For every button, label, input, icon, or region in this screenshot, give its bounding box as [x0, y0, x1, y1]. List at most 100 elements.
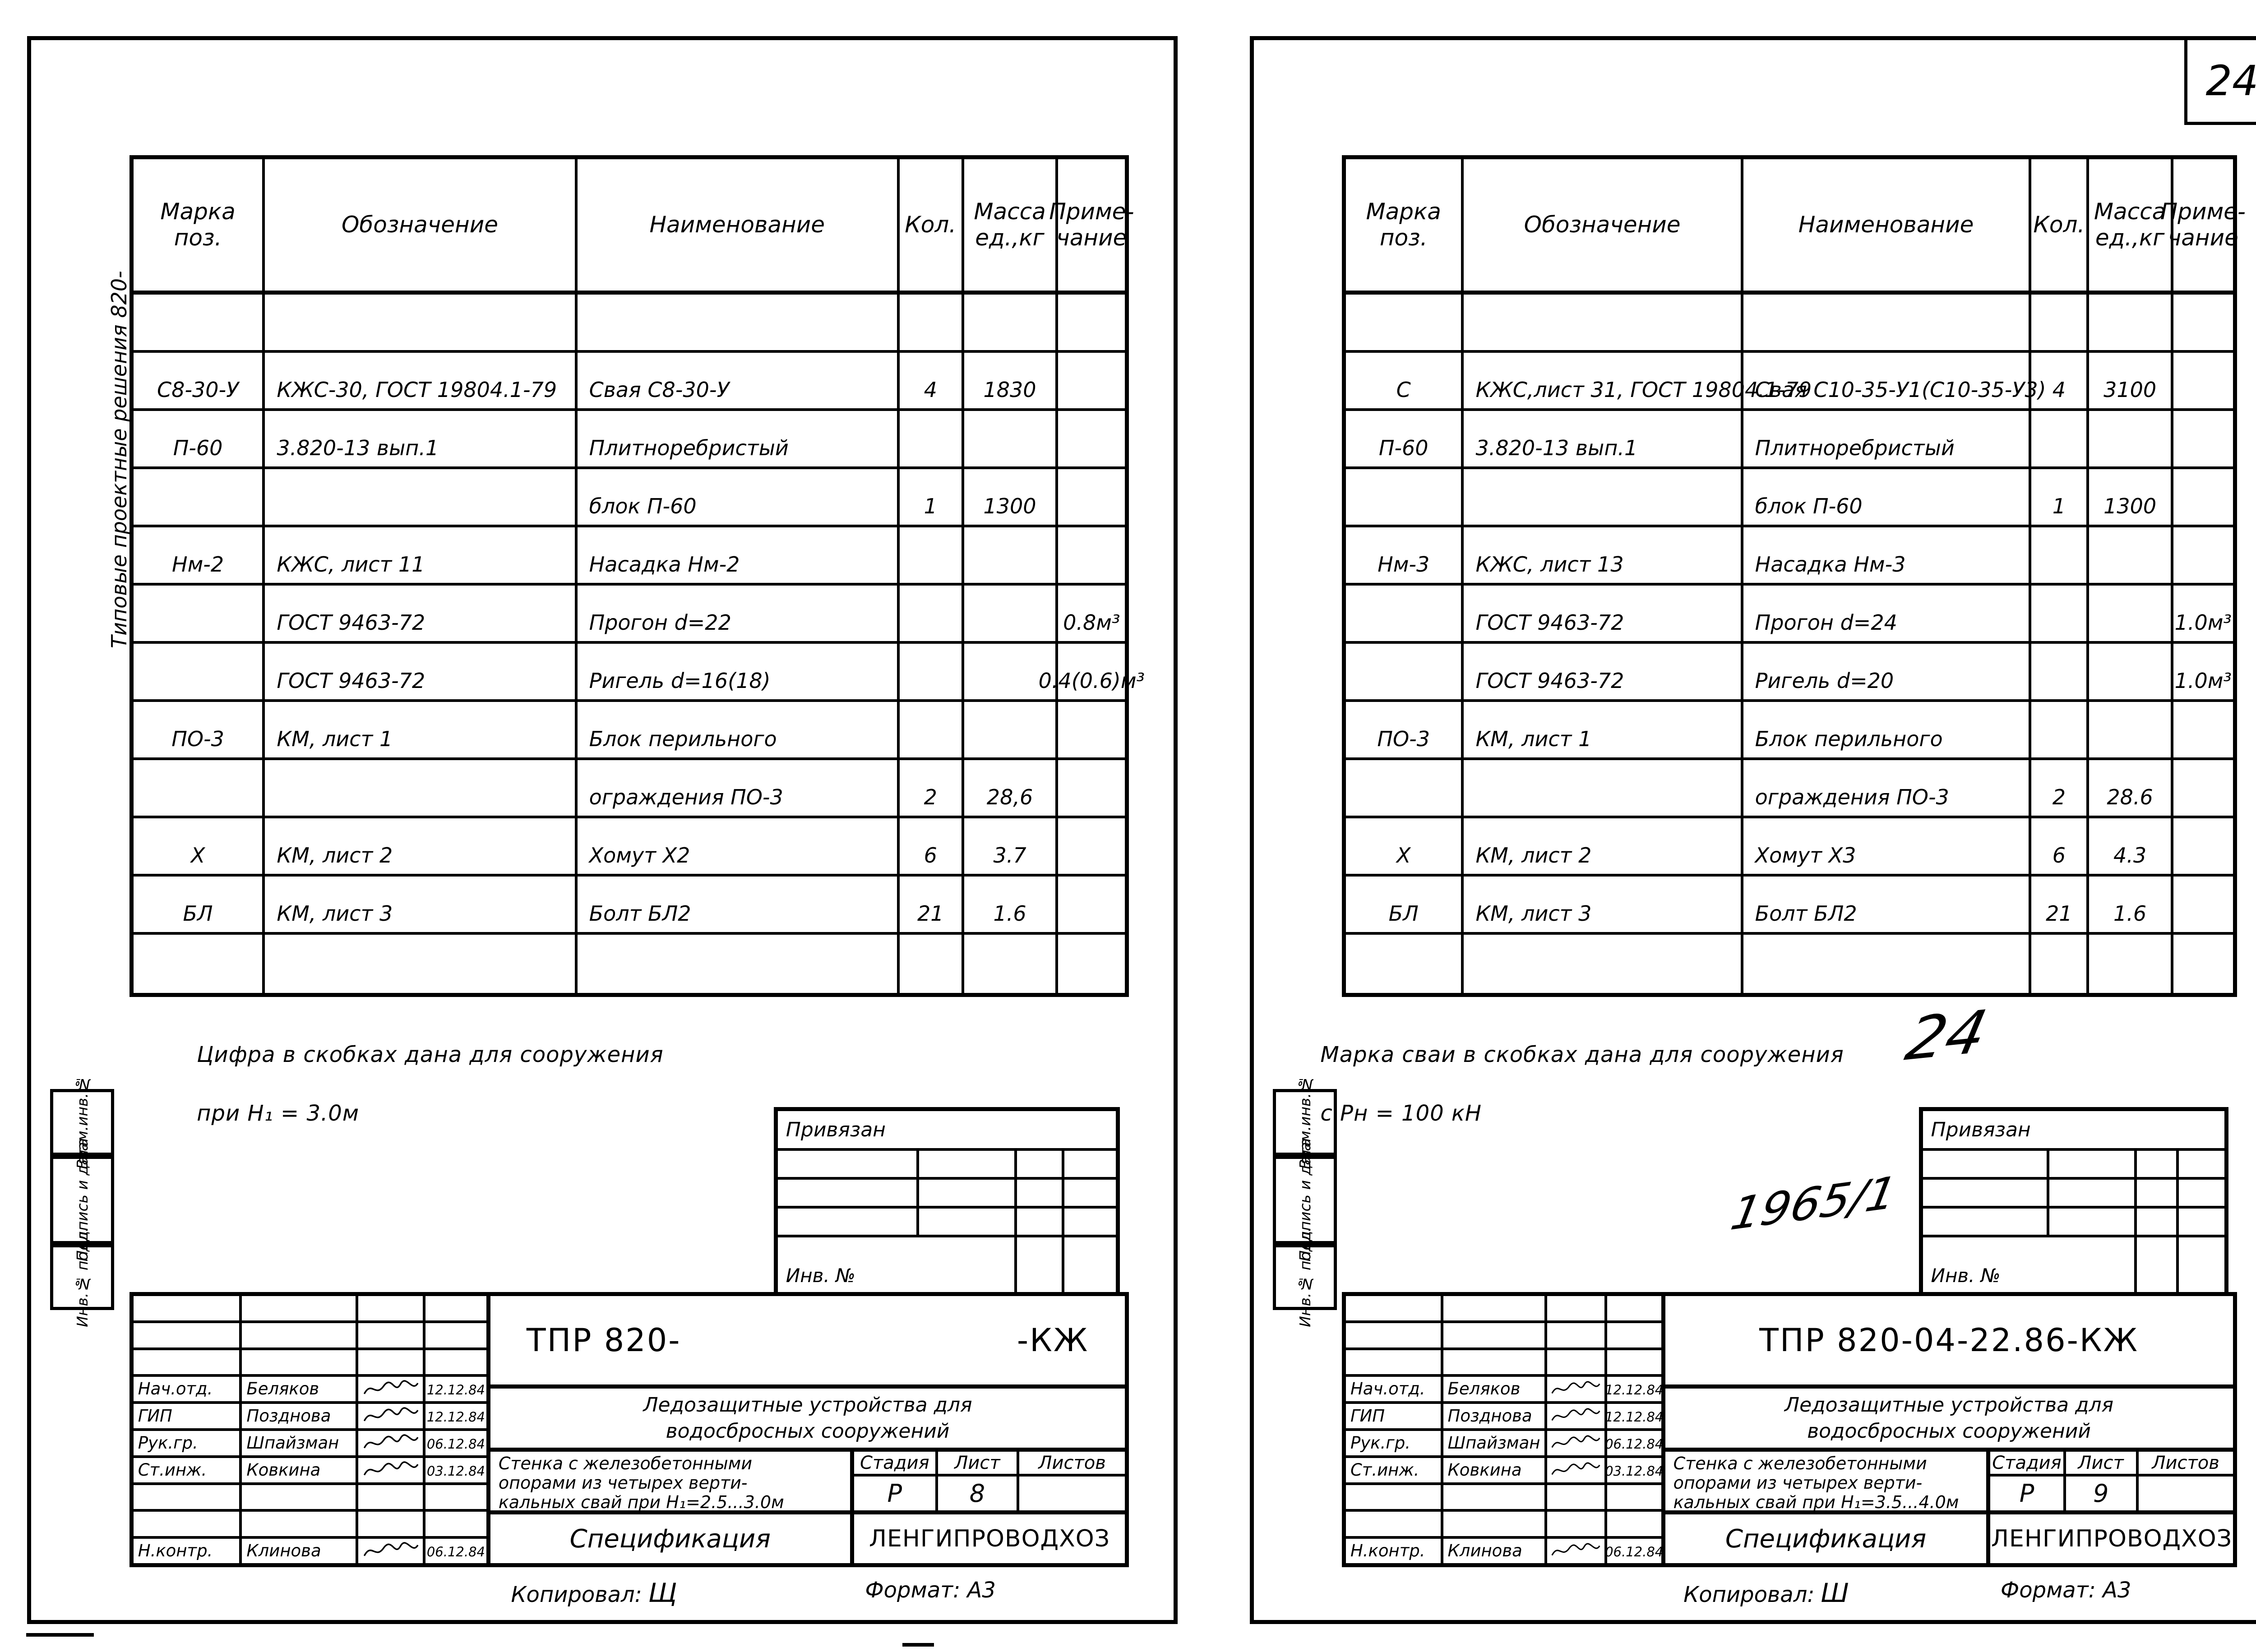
crop-mark	[26, 1633, 94, 1637]
table-cell	[897, 586, 962, 641]
signer-name	[1440, 1350, 1545, 1375]
signature-row	[1345, 1296, 1661, 1323]
lists-label: Листов	[1017, 1452, 1125, 1474]
table-cell: 1.0м³	[2170, 586, 2233, 641]
signature-date	[423, 1485, 486, 1509]
table-cell	[897, 702, 962, 757]
signature-row	[1345, 1485, 1661, 1512]
signer-name: Позднова	[239, 1404, 356, 1428]
table-cell: 3100	[2086, 353, 2171, 408]
signature-date	[1604, 1323, 1661, 1347]
signature-stroke	[363, 1407, 419, 1421]
signer-role	[134, 1323, 240, 1347]
column-header-mark: Марка поз.	[1366, 198, 1441, 251]
signature-stroke	[1551, 1435, 1600, 1448]
table-cell: 6	[897, 818, 962, 874]
list-label: Лист	[2063, 1452, 2136, 1474]
signature-row: ГИП Позднова 12.12.84	[133, 1404, 486, 1431]
signature-date	[1604, 1296, 1661, 1320]
margin-box-podpis-data: Подпись и дата	[50, 1138, 114, 1262]
table-cell: Болт БЛ2	[574, 877, 897, 932]
table-cell	[961, 295, 1056, 350]
signer-name	[239, 1323, 356, 1347]
table-cell	[262, 295, 574, 350]
signature-cell	[356, 1539, 423, 1563]
table-cell	[2086, 935, 2171, 993]
binding-box-title: Привязан	[1923, 1111, 2225, 1151]
table-cell	[2170, 353, 2233, 408]
column-header-name: Наименование	[1740, 159, 2029, 291]
table-cell	[1740, 935, 2029, 993]
table-cell: БЛ	[183, 901, 213, 926]
signer-role: Рук.гр.	[1350, 1433, 1410, 1453]
table-cell	[2086, 702, 2171, 757]
table-cell: Прогон d=24	[1740, 586, 2029, 641]
table-cell	[897, 411, 962, 466]
table-row	[1345, 295, 2233, 353]
table-cell	[1346, 586, 1461, 641]
signature-row	[1345, 1512, 1661, 1539]
table-cell	[2170, 818, 2233, 874]
signature-row	[133, 1350, 486, 1377]
table-cell: ГОСТ 9463-72	[262, 644, 574, 699]
table-cell: Плитноребристый	[1740, 411, 2029, 466]
table-cell	[574, 935, 897, 993]
table-cell	[134, 295, 263, 350]
signer-name	[1440, 1296, 1545, 1320]
page-number-box: 24	[2184, 40, 2256, 125]
signer-role	[134, 1350, 240, 1375]
table-cell	[134, 644, 263, 699]
margin-box-podpis-data: Подпись и дата	[1273, 1138, 1337, 1262]
table-cell: ограждения ПО-3	[1740, 760, 2029, 816]
signature-row: Нач.отд. Беляков 12.12.84	[1345, 1377, 1661, 1404]
signature-cell	[356, 1512, 423, 1537]
binding-box-title: Привязан	[777, 1111, 1116, 1151]
table-cell: КЖС,лист 31, ГОСТ 19804.1-79	[1461, 353, 1812, 408]
signature-date: 03.12.84	[1604, 1458, 1661, 1482]
table-cell	[2170, 760, 2233, 816]
table-cell: С	[1396, 378, 1411, 402]
margin-box-vzam-inv: Взам.инв.№	[50, 1075, 114, 1169]
signature-row: Н.контр. Клинова 06.12.84	[1346, 1539, 1661, 1563]
table-cell: Прогон d=22	[574, 586, 897, 641]
table-row: П-60 3.820-13 вып.1 Плитноребристый	[133, 411, 1125, 469]
signature-row	[133, 1296, 486, 1323]
table-cell	[2029, 586, 2086, 641]
table-row: БЛ КМ, лист 3 Болт БЛ2 21 1.6	[1345, 877, 2233, 935]
table-cell: Плитноребристый	[574, 411, 897, 466]
signature-date: 12.12.84	[423, 1377, 486, 1402]
table-row: ГОСТ 9463-72 Ригель d=16(18) 0.4(0.6)м³	[133, 644, 1145, 702]
table-cell: блок П-60	[1740, 469, 2029, 525]
signature-cell	[1544, 1296, 1604, 1320]
table-cell	[897, 527, 962, 583]
table-cell: 1300	[2086, 469, 2171, 525]
copied-by-initial: Щ	[648, 1578, 677, 1608]
table-cell: 4	[2029, 353, 2086, 408]
table-cell	[1461, 295, 1740, 350]
handwritten-page-mark: 24	[1900, 997, 1993, 1075]
table-cell: ГОСТ 9463-72	[1461, 586, 1740, 641]
table-cell: Блок перильного	[574, 702, 897, 757]
table-cell: Свая С10-35-У1(С10-35-У3)	[1740, 353, 2046, 408]
table-cell	[1055, 353, 1125, 408]
table-cell: ГОСТ 9463-72	[262, 586, 574, 641]
table-cell	[1055, 877, 1125, 932]
footnote: Цифра в скобках дана для сооружения при …	[197, 1042, 664, 1126]
table-cell: 1	[2029, 469, 2086, 525]
signer-role: Н.контр.	[138, 1541, 213, 1560]
signer-role: Нач.отд.	[1350, 1379, 1425, 1399]
table-cell: 4	[897, 353, 962, 408]
table-cell: 4.3	[2086, 818, 2171, 874]
signature-grid: Нач.отд. Беляков 12.12.84 ГИП Позднова 12.12.…	[1345, 1296, 1665, 1563]
signature-stroke	[363, 1542, 419, 1556]
signature-date: 03.12.84	[423, 1458, 486, 1482]
table-row	[134, 935, 1125, 993]
table-row: С КЖС,лист 31, ГОСТ 19804.1-79 Свая С10-35…	[1345, 353, 2233, 411]
stage-grid: Стадия Лист Листов Р 8	[854, 1452, 1125, 1510]
table-row: ГОСТ 9463-72 Прогон d=22 0.8м³	[133, 586, 1125, 644]
signer-role	[134, 1512, 240, 1536]
table-row	[133, 295, 1125, 353]
table-cell: П-60	[173, 436, 223, 460]
table-row	[1346, 935, 2233, 993]
table-cell	[1055, 527, 1125, 583]
